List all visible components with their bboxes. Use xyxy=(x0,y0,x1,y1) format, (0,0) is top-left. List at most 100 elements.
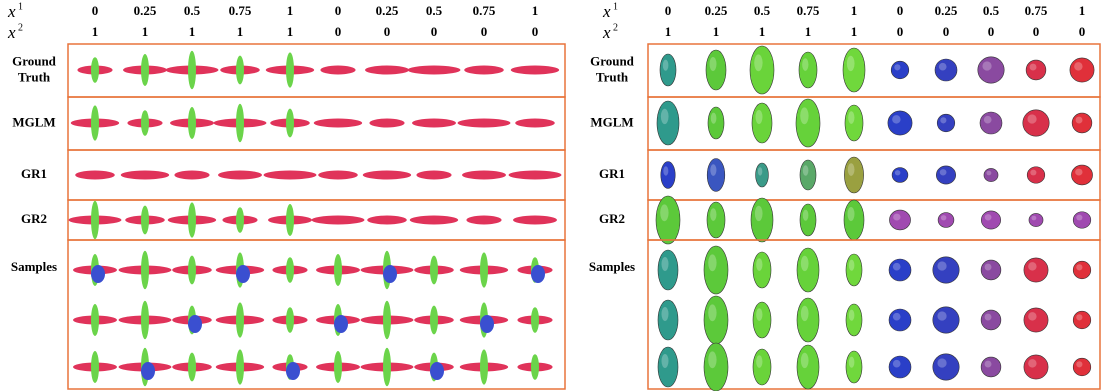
highlight xyxy=(985,264,992,271)
glyph xyxy=(1073,358,1091,376)
ellipsoid xyxy=(843,48,865,92)
glyph xyxy=(367,216,407,225)
lobe xyxy=(174,171,209,180)
glyph xyxy=(753,252,771,288)
column-header: 0 xyxy=(335,24,342,39)
glyph xyxy=(410,216,458,225)
column-header: 1 xyxy=(237,24,244,39)
glyph xyxy=(1029,213,1043,226)
lobe xyxy=(320,66,355,75)
column-header: 1 xyxy=(665,24,672,39)
ellipsoid xyxy=(658,347,678,387)
lobe xyxy=(264,171,317,180)
glyph xyxy=(517,257,552,283)
glyph xyxy=(272,354,307,380)
glyph xyxy=(460,349,508,384)
glyph xyxy=(272,307,307,333)
column-header: 1 xyxy=(92,24,99,39)
column-header: 1 xyxy=(851,3,858,18)
glyph xyxy=(892,168,908,183)
glyph xyxy=(933,354,959,380)
glyph xyxy=(846,304,862,336)
lobe xyxy=(480,349,488,384)
lobe xyxy=(141,110,149,136)
glyph xyxy=(935,59,957,81)
lobe xyxy=(188,256,196,285)
lobe xyxy=(367,216,407,225)
column-header: 1 xyxy=(287,24,294,39)
ellipsoid xyxy=(933,307,959,333)
glyph xyxy=(369,119,404,128)
column-header: 1 xyxy=(713,24,720,39)
ellipsoid xyxy=(981,310,1001,330)
ellipsoid xyxy=(750,46,774,94)
column-header: 0.75 xyxy=(1025,3,1048,18)
header-index: 2 xyxy=(18,22,23,33)
glyph xyxy=(656,196,680,244)
header-index: 1 xyxy=(613,1,618,12)
lobe xyxy=(141,301,149,339)
highlight xyxy=(663,60,669,71)
glyph xyxy=(216,252,264,287)
lobe xyxy=(412,119,456,128)
column-header: 0 xyxy=(92,3,99,18)
glyph xyxy=(127,110,162,136)
column-header: 1 xyxy=(851,24,858,39)
figure: x100.250.50.75100.250.50.751x21111100000… xyxy=(0,0,1104,391)
lobe xyxy=(408,66,461,75)
row-label: MGLM xyxy=(12,114,55,129)
glyph xyxy=(1024,355,1048,379)
ellipsoid xyxy=(797,298,819,342)
glyph xyxy=(1027,167,1045,184)
ellipsoid xyxy=(1024,258,1048,282)
row-label: Samples xyxy=(11,259,57,274)
highlight xyxy=(849,260,855,271)
glyph xyxy=(889,259,911,281)
glyph xyxy=(511,66,559,75)
highlight xyxy=(1076,264,1082,270)
glyph xyxy=(464,66,504,75)
glyph xyxy=(414,306,454,335)
lobe xyxy=(314,119,362,128)
glyph xyxy=(800,160,816,190)
lobe xyxy=(236,302,244,337)
ellipsoid xyxy=(1026,60,1046,80)
glyph xyxy=(888,111,912,135)
highlight xyxy=(756,110,763,124)
glyph xyxy=(172,306,212,335)
lobe xyxy=(334,254,342,286)
lobe xyxy=(141,54,149,86)
glyph xyxy=(797,248,819,292)
glyph xyxy=(466,216,501,225)
lobe xyxy=(383,348,391,386)
glyph xyxy=(172,353,212,382)
glyph xyxy=(658,347,678,387)
ellipsoid xyxy=(984,168,998,181)
highlight xyxy=(663,166,668,175)
highlight xyxy=(940,117,946,123)
ellipsoid xyxy=(936,166,955,184)
lobe xyxy=(75,171,115,180)
column-header: 0.25 xyxy=(134,3,157,18)
glyph xyxy=(123,54,167,86)
ellipsoid xyxy=(844,157,863,193)
highlight xyxy=(892,115,900,123)
lobe xyxy=(334,315,348,333)
lobe xyxy=(218,171,262,180)
lobe xyxy=(236,56,244,85)
lobe xyxy=(91,57,99,83)
lobe xyxy=(480,252,488,287)
lobe xyxy=(286,109,294,138)
ellipsoid xyxy=(1072,113,1092,133)
glyph xyxy=(661,162,675,189)
glyph xyxy=(1071,165,1092,185)
glyph xyxy=(889,309,911,331)
lobe xyxy=(286,307,294,333)
ellipsoid xyxy=(981,357,1001,377)
glyph xyxy=(657,101,679,145)
highlight xyxy=(800,107,808,124)
ellipsoid xyxy=(1073,311,1091,329)
highlight xyxy=(803,165,809,176)
highlight xyxy=(801,306,809,321)
glyph xyxy=(125,206,165,235)
